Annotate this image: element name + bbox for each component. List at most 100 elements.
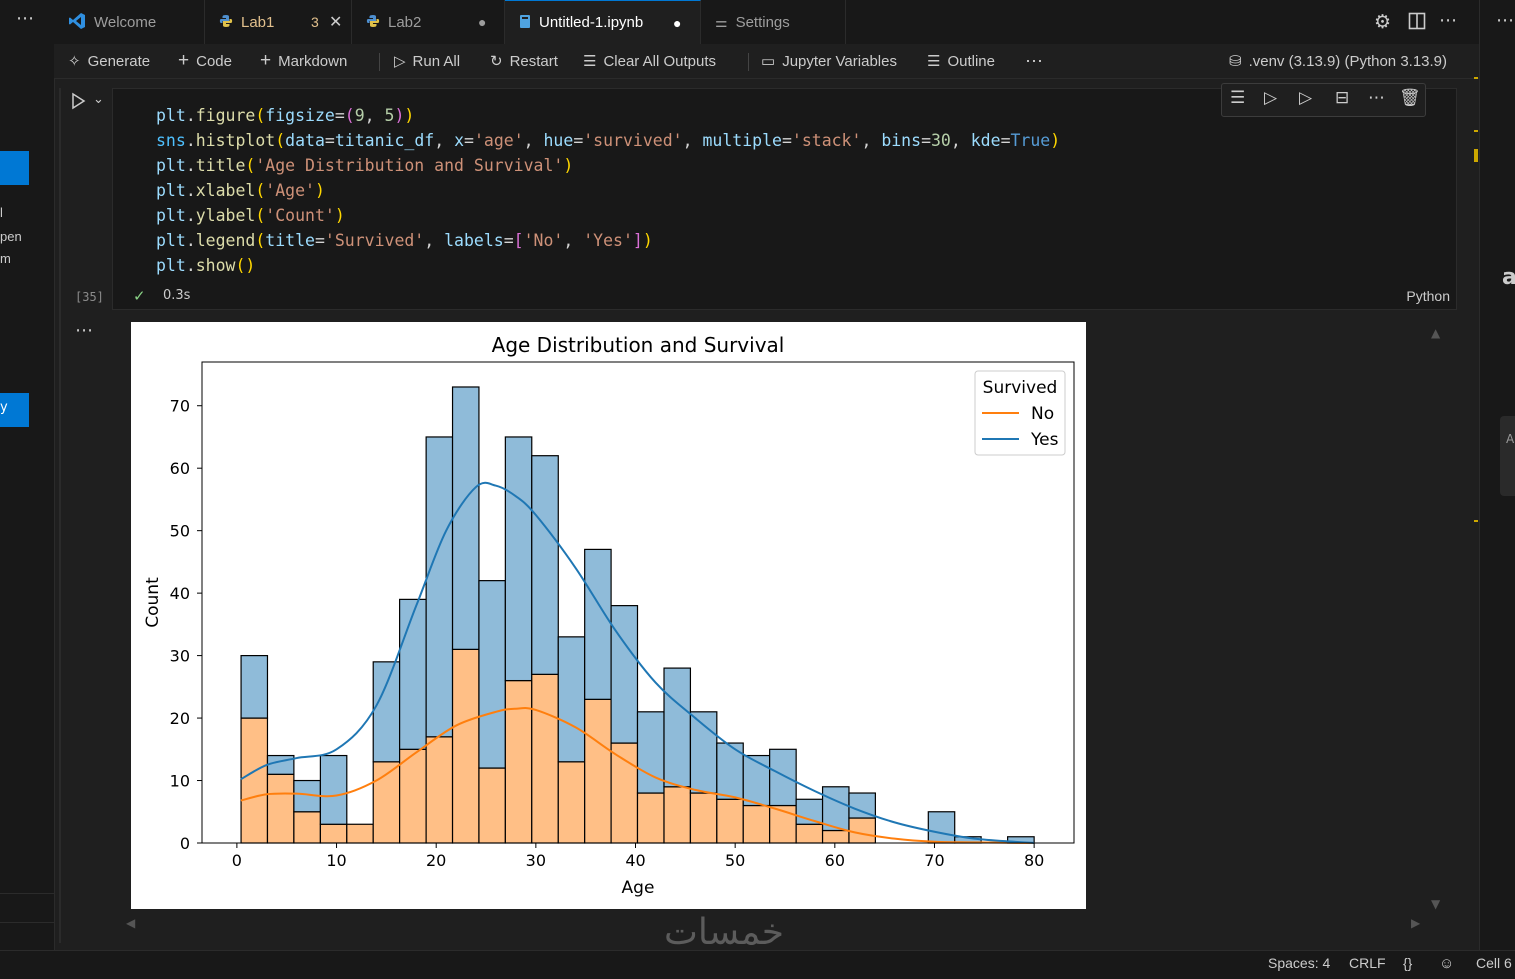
bar-yes xyxy=(927,811,956,844)
add-code-cell-button[interactable]: + Code xyxy=(178,44,232,78)
side-panel-secondary-button[interactable]: y xyxy=(0,393,29,427)
generate-label: Generate xyxy=(87,52,151,70)
close-icon[interactable]: ✕ xyxy=(329,14,343,31)
tab-settings[interactable]: ⚌ Settings xyxy=(701,0,846,44)
settings-sliders-icon: ⚌ xyxy=(715,13,728,30)
y-axis-label: Count xyxy=(143,577,163,628)
language-mode-status[interactable]: {} xyxy=(1403,955,1413,971)
split-editor-icon[interactable] xyxy=(1408,12,1426,34)
code-line[interactable]: plt.figure(figsize=(9, 5)) xyxy=(156,106,415,125)
bar-no xyxy=(346,823,374,844)
indentation-status[interactable]: Spaces: 4 xyxy=(1268,955,1331,971)
bar-yes xyxy=(319,754,348,825)
generate-button[interactable]: ✧ Generate xyxy=(68,44,150,78)
bar-yes xyxy=(531,455,559,675)
outline-button[interactable]: ☰ Outline xyxy=(927,44,995,78)
overview-ruler-marker xyxy=(1474,149,1478,162)
x-tick-label: 80 xyxy=(1024,851,1044,870)
tab-lab1[interactable]: Lab1 3 ✕ xyxy=(205,0,352,44)
list-icon: ☰ xyxy=(927,53,941,70)
clear-outputs-button[interactable]: ☰ Clear All Outputs xyxy=(583,44,716,78)
y-tick-label: 70 xyxy=(170,397,190,416)
bar-yes xyxy=(425,436,454,738)
bar-yes xyxy=(821,786,850,832)
bar-yes xyxy=(399,598,427,750)
more-actions-icon[interactable]: ⋯ xyxy=(1368,88,1385,108)
bar-yes xyxy=(478,580,506,769)
unsaved-dot-icon[interactable]: ● xyxy=(478,14,487,30)
side-panel-text: pen xyxy=(0,229,22,244)
more-actions-icon[interactable]: ⋯ xyxy=(1025,50,1043,71)
x-tick-label: 40 xyxy=(625,851,645,870)
code-line[interactable]: plt.show() xyxy=(156,256,256,275)
scroll-down-icon[interactable]: ▼ xyxy=(1431,897,1441,911)
bar-no xyxy=(795,823,824,844)
x-tick-label: 50 xyxy=(725,851,745,870)
bar-no xyxy=(821,829,850,844)
tab-untitled-1-ipynb[interactable]: Untitled-1.ipynb ● xyxy=(505,0,701,44)
plot-frame xyxy=(201,361,1075,844)
delete-icon[interactable]: 🗑 xyxy=(1399,88,1421,108)
bar-yes xyxy=(742,754,771,807)
y-tick-label: 40 xyxy=(170,584,190,603)
run-above-icon[interactable]: ☰ xyxy=(1230,88,1246,108)
code-line[interactable]: plt.xlabel('Age') xyxy=(156,181,325,200)
cell-focus-indicator xyxy=(59,88,61,943)
execute-above-icon[interactable]: ▷ xyxy=(1264,88,1278,108)
x-tick-label: 0 xyxy=(232,851,242,870)
restart-button[interactable]: ↻ Restart xyxy=(490,44,558,78)
clear-outputs-label: Clear All Outputs xyxy=(603,52,717,70)
kde-line-yes xyxy=(240,481,1035,844)
scroll-left-icon[interactable]: ◀ xyxy=(126,916,136,930)
code-line[interactable]: sns.histplot(data=titanic_df, x='age', h… xyxy=(156,131,1061,150)
more-actions-icon[interactable]: ⋯ xyxy=(1496,10,1514,31)
bar-no xyxy=(399,748,427,844)
legend-entry: No xyxy=(1031,404,1054,424)
tab-welcome[interactable]: Welcome xyxy=(54,0,205,44)
y-tick-label: 50 xyxy=(170,522,190,541)
kernel-picker[interactable]: ⛁ .venv (3.13.9) (Python 3.13.9) xyxy=(1229,44,1447,78)
kernel-icon: ⛁ xyxy=(1229,53,1242,70)
scroll-right-icon[interactable]: ▶ xyxy=(1411,916,1421,930)
bar-no xyxy=(742,804,771,844)
code-cell[interactable]: plt.figure(figsize=(9, 5)) sns.histplot(… xyxy=(112,88,1457,310)
bar-no xyxy=(240,717,269,844)
side-panel-text: m xyxy=(0,251,11,266)
code-line[interactable]: plt.legend(title='Survived', labels=['No… xyxy=(156,231,653,250)
scroll-up-icon[interactable]: ▲ xyxy=(1431,326,1441,340)
run-cell-button[interactable] xyxy=(70,92,86,115)
bar-no xyxy=(319,823,348,844)
line-ending-status[interactable]: CRLF xyxy=(1349,955,1386,971)
side-panel-primary-button[interactable] xyxy=(0,151,29,185)
more-actions-icon[interactable]: ⋯ xyxy=(16,8,34,29)
execute-below-icon[interactable]: ▷ xyxy=(1299,88,1313,108)
more-actions-icon[interactable]: ⋯ xyxy=(1439,10,1457,31)
bar-yes xyxy=(266,754,295,775)
cell-language[interactable]: Python xyxy=(1406,288,1450,304)
overview-ruler-marker xyxy=(1474,77,1478,79)
run-all-button[interactable]: ▷ Run All xyxy=(394,44,460,78)
code-line[interactable]: plt.ylabel('Count') xyxy=(156,206,345,225)
run-all-icon: ▷ xyxy=(394,53,406,70)
side-bar-collapsed-widget[interactable]: A xyxy=(1500,416,1515,496)
tab-lab2[interactable]: Lab2 ● xyxy=(352,0,505,44)
output-more-actions-icon[interactable]: ⋯ xyxy=(75,320,93,341)
legend-box xyxy=(974,370,1066,456)
sparkle-icon: ✧ xyxy=(68,53,81,70)
side-bar-widget-label: A xyxy=(1506,432,1515,446)
add-markdown-cell-button[interactable]: + Markdown xyxy=(260,44,347,78)
split-cell-icon[interactable]: ⊟ xyxy=(1335,88,1350,108)
chevron-down-icon[interactable]: ⌄ xyxy=(93,92,104,107)
gear-icon[interactable]: ⚙ xyxy=(1374,11,1392,33)
code-line[interactable]: plt.title('Age Distribution and Survival… xyxy=(156,156,574,175)
tab-label: Lab1 xyxy=(241,13,275,31)
outline-label: Outline xyxy=(947,52,995,70)
copilot-icon[interactable]: ☺ xyxy=(1439,955,1455,972)
cell-indicator-status[interactable]: Cell 6 xyxy=(1476,955,1512,971)
bar-yes xyxy=(769,748,797,807)
unsaved-dot-icon[interactable]: ● xyxy=(673,14,682,31)
jupyter-variables-button[interactable]: ▭ Jupyter Variables xyxy=(761,44,897,78)
restart-icon: ↻ xyxy=(490,53,503,70)
clear-all-icon: ☰ xyxy=(583,53,597,70)
legend-title: Survived xyxy=(983,378,1058,398)
